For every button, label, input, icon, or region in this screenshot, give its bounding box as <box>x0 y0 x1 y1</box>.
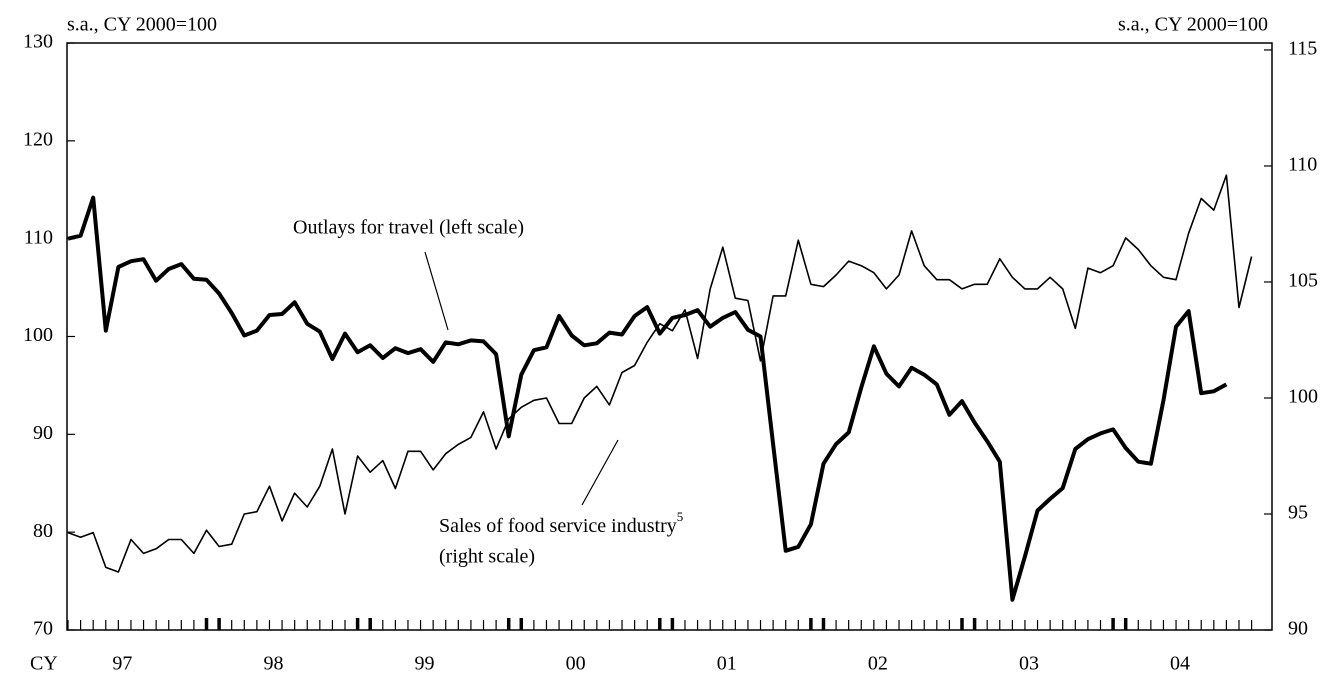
y-tick-label: 80 <box>33 520 53 542</box>
x-tick-label: 00 <box>566 653 586 675</box>
y-tick-label: 90 <box>33 422 53 444</box>
y2-tick-label: 115 <box>1288 38 1317 60</box>
x-axis-label: CY <box>30 653 58 675</box>
x-tick-label: 01 <box>717 653 737 675</box>
y-tick-label: 100 <box>23 324 53 346</box>
y2-tick-label: 95 <box>1288 502 1308 524</box>
y-axis-label: s.a., CY 2000=100 <box>67 14 217 36</box>
x-tick-label: 99 <box>415 653 435 675</box>
y2-tick-label: 100 <box>1288 386 1318 408</box>
y-tick-label: 120 <box>23 128 53 150</box>
x-tick-label: 02 <box>868 653 888 675</box>
annotation-text: Sales of food service industry <box>439 515 677 537</box>
y-tick-label: 70 <box>33 618 53 640</box>
leader-line <box>424 251 449 331</box>
y-tick-label: 110 <box>24 226 53 248</box>
x-tick-label: 98 <box>263 653 283 675</box>
y2-tick-label: 110 <box>1288 154 1317 176</box>
y2-tick-label: 105 <box>1288 270 1318 292</box>
annotation-sup: 5 <box>677 509 684 524</box>
x-tick-label: 04 <box>1170 653 1190 675</box>
x-tick-label: 97 <box>112 653 132 675</box>
series-line <box>67 174 1253 573</box>
y2-axis-label: s.a., CY 2000=100 <box>1118 14 1268 36</box>
annotation: Outlays for travel (left scale) <box>293 217 524 239</box>
x-tick-label: 03 <box>1019 653 1039 675</box>
annotation: (right scale) <box>439 546 535 568</box>
leader-line <box>581 439 619 506</box>
annotation: Sales of food service industry5 <box>439 509 683 537</box>
series-line <box>67 195 1228 602</box>
plot-frame <box>66 42 1273 631</box>
y2-tick-label: 90 <box>1288 618 1308 640</box>
y-tick-label: 130 <box>23 31 53 53</box>
